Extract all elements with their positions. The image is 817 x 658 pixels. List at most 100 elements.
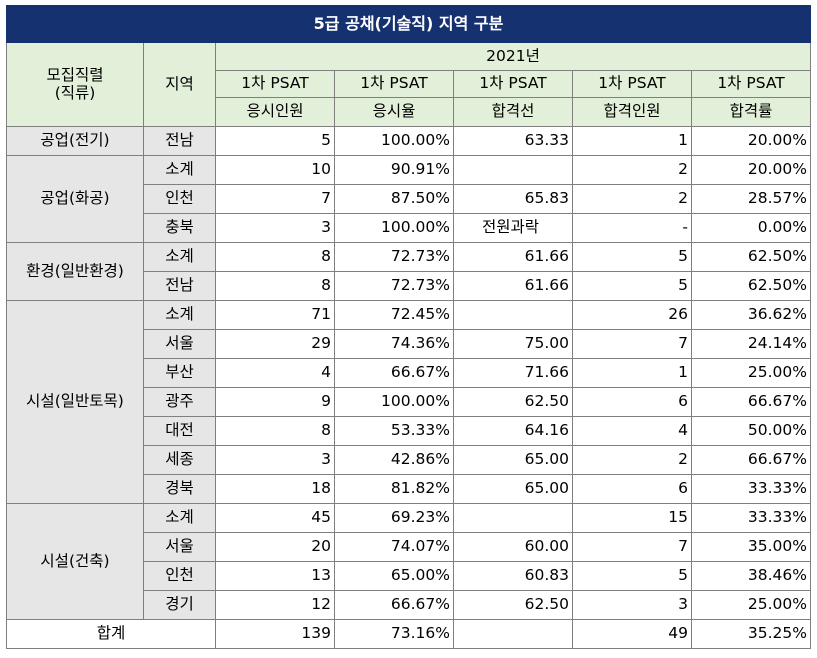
table-row: 시설(건축) 소계 45 69.23% 15 33.33%	[6, 503, 812, 620]
region-cell: 소계	[143, 155, 216, 185]
table-row: 환경(일반환경) 소계 8 72.73% 61.66 5 62.50%	[6, 242, 812, 301]
table-row: 서울 20 74.07% 60.00 7 35.00%	[7, 532, 812, 562]
region-cell: 부산	[143, 358, 216, 388]
cell-cutoff: 61.66	[453, 242, 573, 272]
header-col-1-line2: 응시인원	[215, 97, 335, 127]
cell-passed: 7	[572, 532, 692, 562]
cell-rate: 100.00%	[334, 387, 454, 417]
cell-applicants: 13	[215, 561, 335, 591]
region-cell: 광주	[143, 387, 216, 417]
region-cell: 경기	[143, 590, 216, 620]
cell-pass-rate: 25.00%	[690, 358, 812, 388]
cell-applicants: 10	[215, 155, 335, 185]
cell-passed: 1	[572, 358, 692, 388]
header-col-3-line1: 1차 PSAT	[453, 70, 573, 98]
cell-pass-rate: 66.67%	[690, 445, 812, 475]
cell-rate: 87.50%	[334, 184, 454, 214]
cell-applicants: 3	[215, 445, 335, 475]
group-name-cell: 환경(일반환경)	[6, 242, 144, 301]
cell-applicants: 8	[215, 416, 335, 446]
group-name-cell: 공업(전기)	[6, 126, 144, 156]
table-row: 시설(일반토목) 소계 71 72.45% 26 36.62%	[6, 300, 812, 504]
header-col-5-line2: 합격률	[690, 97, 812, 127]
cell-passed: 1	[572, 126, 692, 156]
table-row: 인천 7 87.50% 65.83 2 28.57%	[7, 184, 812, 214]
cell-passed: 2	[572, 445, 692, 475]
cell-rate: 72.73%	[334, 242, 454, 272]
cell-applicants: 5	[215, 126, 335, 156]
table-row: 세종 3 42.86% 65.00 2 66.67%	[7, 445, 812, 475]
cell-passed: 2	[572, 155, 692, 185]
total-cutoff	[453, 619, 573, 649]
cell-passed: 26	[572, 300, 692, 330]
cell-pass-rate: 35.00%	[690, 532, 812, 562]
cell-cutoff: 64.16	[453, 416, 573, 446]
header-col-2-line2: 응시율	[334, 97, 454, 127]
table-row: 전남 8 72.73% 61.66 5 62.50%	[7, 271, 812, 301]
cell-rate: 42.86%	[334, 445, 454, 475]
cell-passed: 6	[572, 387, 692, 417]
cell-pass-rate: 33.33%	[690, 474, 812, 504]
cell-rate: 74.36%	[334, 329, 454, 359]
cell-passed: 3	[572, 590, 692, 620]
region-cell: 전남	[143, 271, 216, 301]
cell-cutoff: 60.00	[453, 532, 573, 562]
cell-pass-rate: 62.50%	[690, 271, 812, 301]
header-col-4-line1: 1차 PSAT	[572, 70, 692, 98]
header-region: 지역	[143, 42, 216, 127]
cell-rate: 81.82%	[334, 474, 454, 504]
cell-pass-rate: 24.14%	[690, 329, 812, 359]
header-col-1-line1: 1차 PSAT	[215, 70, 335, 98]
region-cell: 세종	[143, 445, 216, 475]
cell-applicants: 7	[215, 184, 335, 214]
cell-cutoff	[453, 155, 573, 185]
group-name-cell: 시설(건축)	[6, 503, 144, 620]
cell-rate: 66.67%	[334, 590, 454, 620]
region-cell: 인천	[143, 561, 216, 591]
cell-passed: 2	[572, 184, 692, 214]
region-cell: 전남	[143, 126, 216, 156]
cell-cutoff: 65.00	[453, 474, 573, 504]
region-cell: 인천	[143, 184, 216, 214]
total-rate: 73.16%	[334, 619, 454, 649]
table-row: 경기 12 66.67% 62.50 3 25.00%	[7, 590, 812, 620]
cell-applicants: 8	[215, 271, 335, 301]
cell-applicants: 3	[215, 213, 335, 243]
cell-cutoff	[453, 300, 573, 330]
total-row: 합계 139 73.16% 49 35.25%	[6, 619, 812, 649]
cell-pass-rate: 62.50%	[690, 242, 812, 272]
cell-applicants: 4	[215, 358, 335, 388]
table-row: 공업(화공) 소계 10 90.91% 2 20.00%	[6, 155, 812, 243]
header-col-2-line1: 1차 PSAT	[334, 70, 454, 98]
cell-passed: 5	[572, 561, 692, 591]
header-year: 2021년	[214, 42, 812, 71]
cell-cutoff: 71.66	[453, 358, 573, 388]
cell-pass-rate: 28.57%	[690, 184, 812, 214]
header-group-line2: (직류)	[54, 83, 96, 102]
header-col-3-line2: 합격선	[453, 97, 573, 127]
cell-applicants: 12	[215, 590, 335, 620]
data-table: 5급 공채(기술직) 지역 구분 모집직렬 (직류) 지역 2021년 1차 P…	[5, 5, 812, 649]
group-name-cell: 시설(일반토목)	[6, 300, 144, 504]
total-passed: 49	[572, 619, 692, 649]
cell-pass-rate: 33.33%	[690, 503, 812, 533]
header-group: 모집직렬 (직류)	[6, 42, 144, 127]
cell-passed: 15	[572, 503, 692, 533]
table-row: 공업(전기) 전남 5 100.00% 63.33 1 20.00%	[6, 126, 812, 156]
cell-applicants: 45	[215, 503, 335, 533]
cell-pass-rate: 20.00%	[690, 155, 812, 185]
table-row: 경북 18 81.82% 65.00 6 33.33%	[7, 474, 812, 504]
cell-cutoff: 61.66	[453, 271, 573, 301]
total-label: 합계	[6, 619, 216, 649]
cell-applicants: 8	[215, 242, 335, 272]
cell-pass-rate: 36.62%	[690, 300, 812, 330]
cell-rate: 90.91%	[334, 155, 454, 185]
region-cell: 서울	[143, 329, 216, 359]
cell-rate: 100.00%	[334, 213, 454, 243]
cell-passed: 6	[572, 474, 692, 504]
cell-passed: -	[572, 213, 692, 243]
cell-cutoff: 62.50	[453, 387, 573, 417]
group-name-cell: 공업(화공)	[6, 155, 144, 243]
cell-applicants: 71	[215, 300, 335, 330]
cell-cutoff: 65.83	[453, 184, 573, 214]
